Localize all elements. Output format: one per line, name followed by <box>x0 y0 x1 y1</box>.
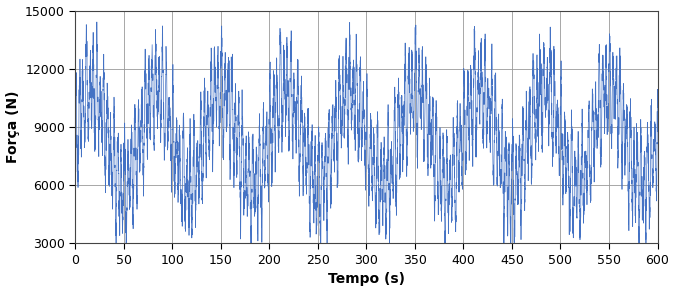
X-axis label: Tempo (s): Tempo (s) <box>328 272 405 286</box>
Y-axis label: Força (N): Força (N) <box>5 91 20 163</box>
